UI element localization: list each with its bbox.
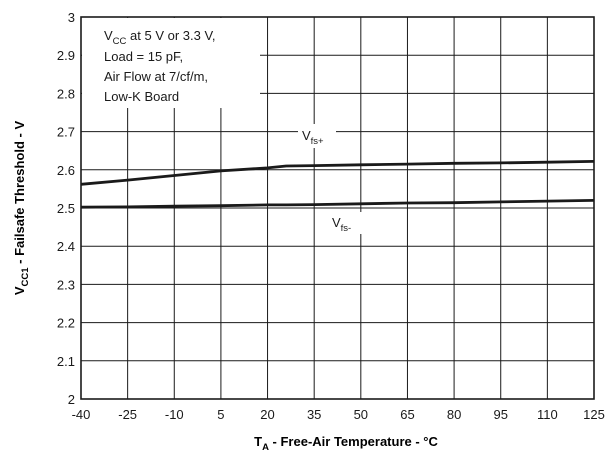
series-line-vfs-plus: [80, 160, 595, 186]
y-axis-title: VCC1 - Failsafe Threshold - V: [12, 121, 31, 296]
series-label-vfs-minus: Vfs-: [332, 215, 351, 234]
annotation-line-2: Load = 15 pF,: [104, 49, 183, 64]
x-tick-label: 110: [537, 407, 558, 422]
y-tick-label: 3: [68, 10, 75, 25]
plot-frame: [80, 16, 595, 400]
y-tick-label: 2.6: [57, 163, 75, 178]
y-tick-label: 2.3: [57, 277, 75, 292]
y-tick-label: 2.8: [57, 86, 75, 101]
series-label-bg-vfs-minus: [328, 212, 364, 234]
x-axis-title: TA - Free-Air Temperature - °C: [254, 434, 438, 453]
x-tick-label: 35: [307, 407, 321, 422]
x-tick-label: 95: [493, 407, 507, 422]
y-tick-label: 2: [68, 392, 75, 407]
series-label-vfs-plus: Vfs+: [302, 128, 324, 147]
y-tick-label: 2.9: [57, 48, 75, 63]
x-tick-label: -10: [165, 407, 184, 422]
series-label-bg-vfs-plus: [298, 124, 336, 148]
y-tick-label: 2.2: [57, 316, 75, 331]
annotation-line-4: Low-K Board: [104, 89, 179, 104]
x-tick-label: 5: [217, 407, 224, 422]
y-tick-label: 2.5: [57, 201, 75, 216]
x-tick-labels: -40 -25 -10 5 20 35 50 65 80 95 110 125: [72, 407, 605, 422]
x-tick-label: 20: [260, 407, 274, 422]
annotation-line-1: VCC at 5 V or 3.3 V,: [104, 28, 216, 47]
x-tick-label: -25: [118, 407, 137, 422]
y-tick-label: 2.4: [57, 239, 75, 254]
annotation-line-3: Air Flow at 7/cf/m,: [104, 69, 208, 84]
y-tick-label: 2.1: [57, 354, 75, 369]
y-tick-labels: 2 2.1 2.2 2.3 2.4 2.5 2.6 2.7 2.8 2.9 3: [57, 10, 75, 407]
x-tick-label: 50: [354, 407, 368, 422]
series-line-vfs-minus: [80, 199, 595, 209]
x-tick-label: 65: [400, 407, 414, 422]
x-tick-label: 80: [447, 407, 461, 422]
x-tick-label: -40: [72, 407, 91, 422]
series-group: [80, 160, 595, 209]
annotation-background: [82, 18, 260, 108]
x-tick-label: 125: [583, 407, 605, 422]
y-tick-label: 2.7: [57, 125, 75, 140]
